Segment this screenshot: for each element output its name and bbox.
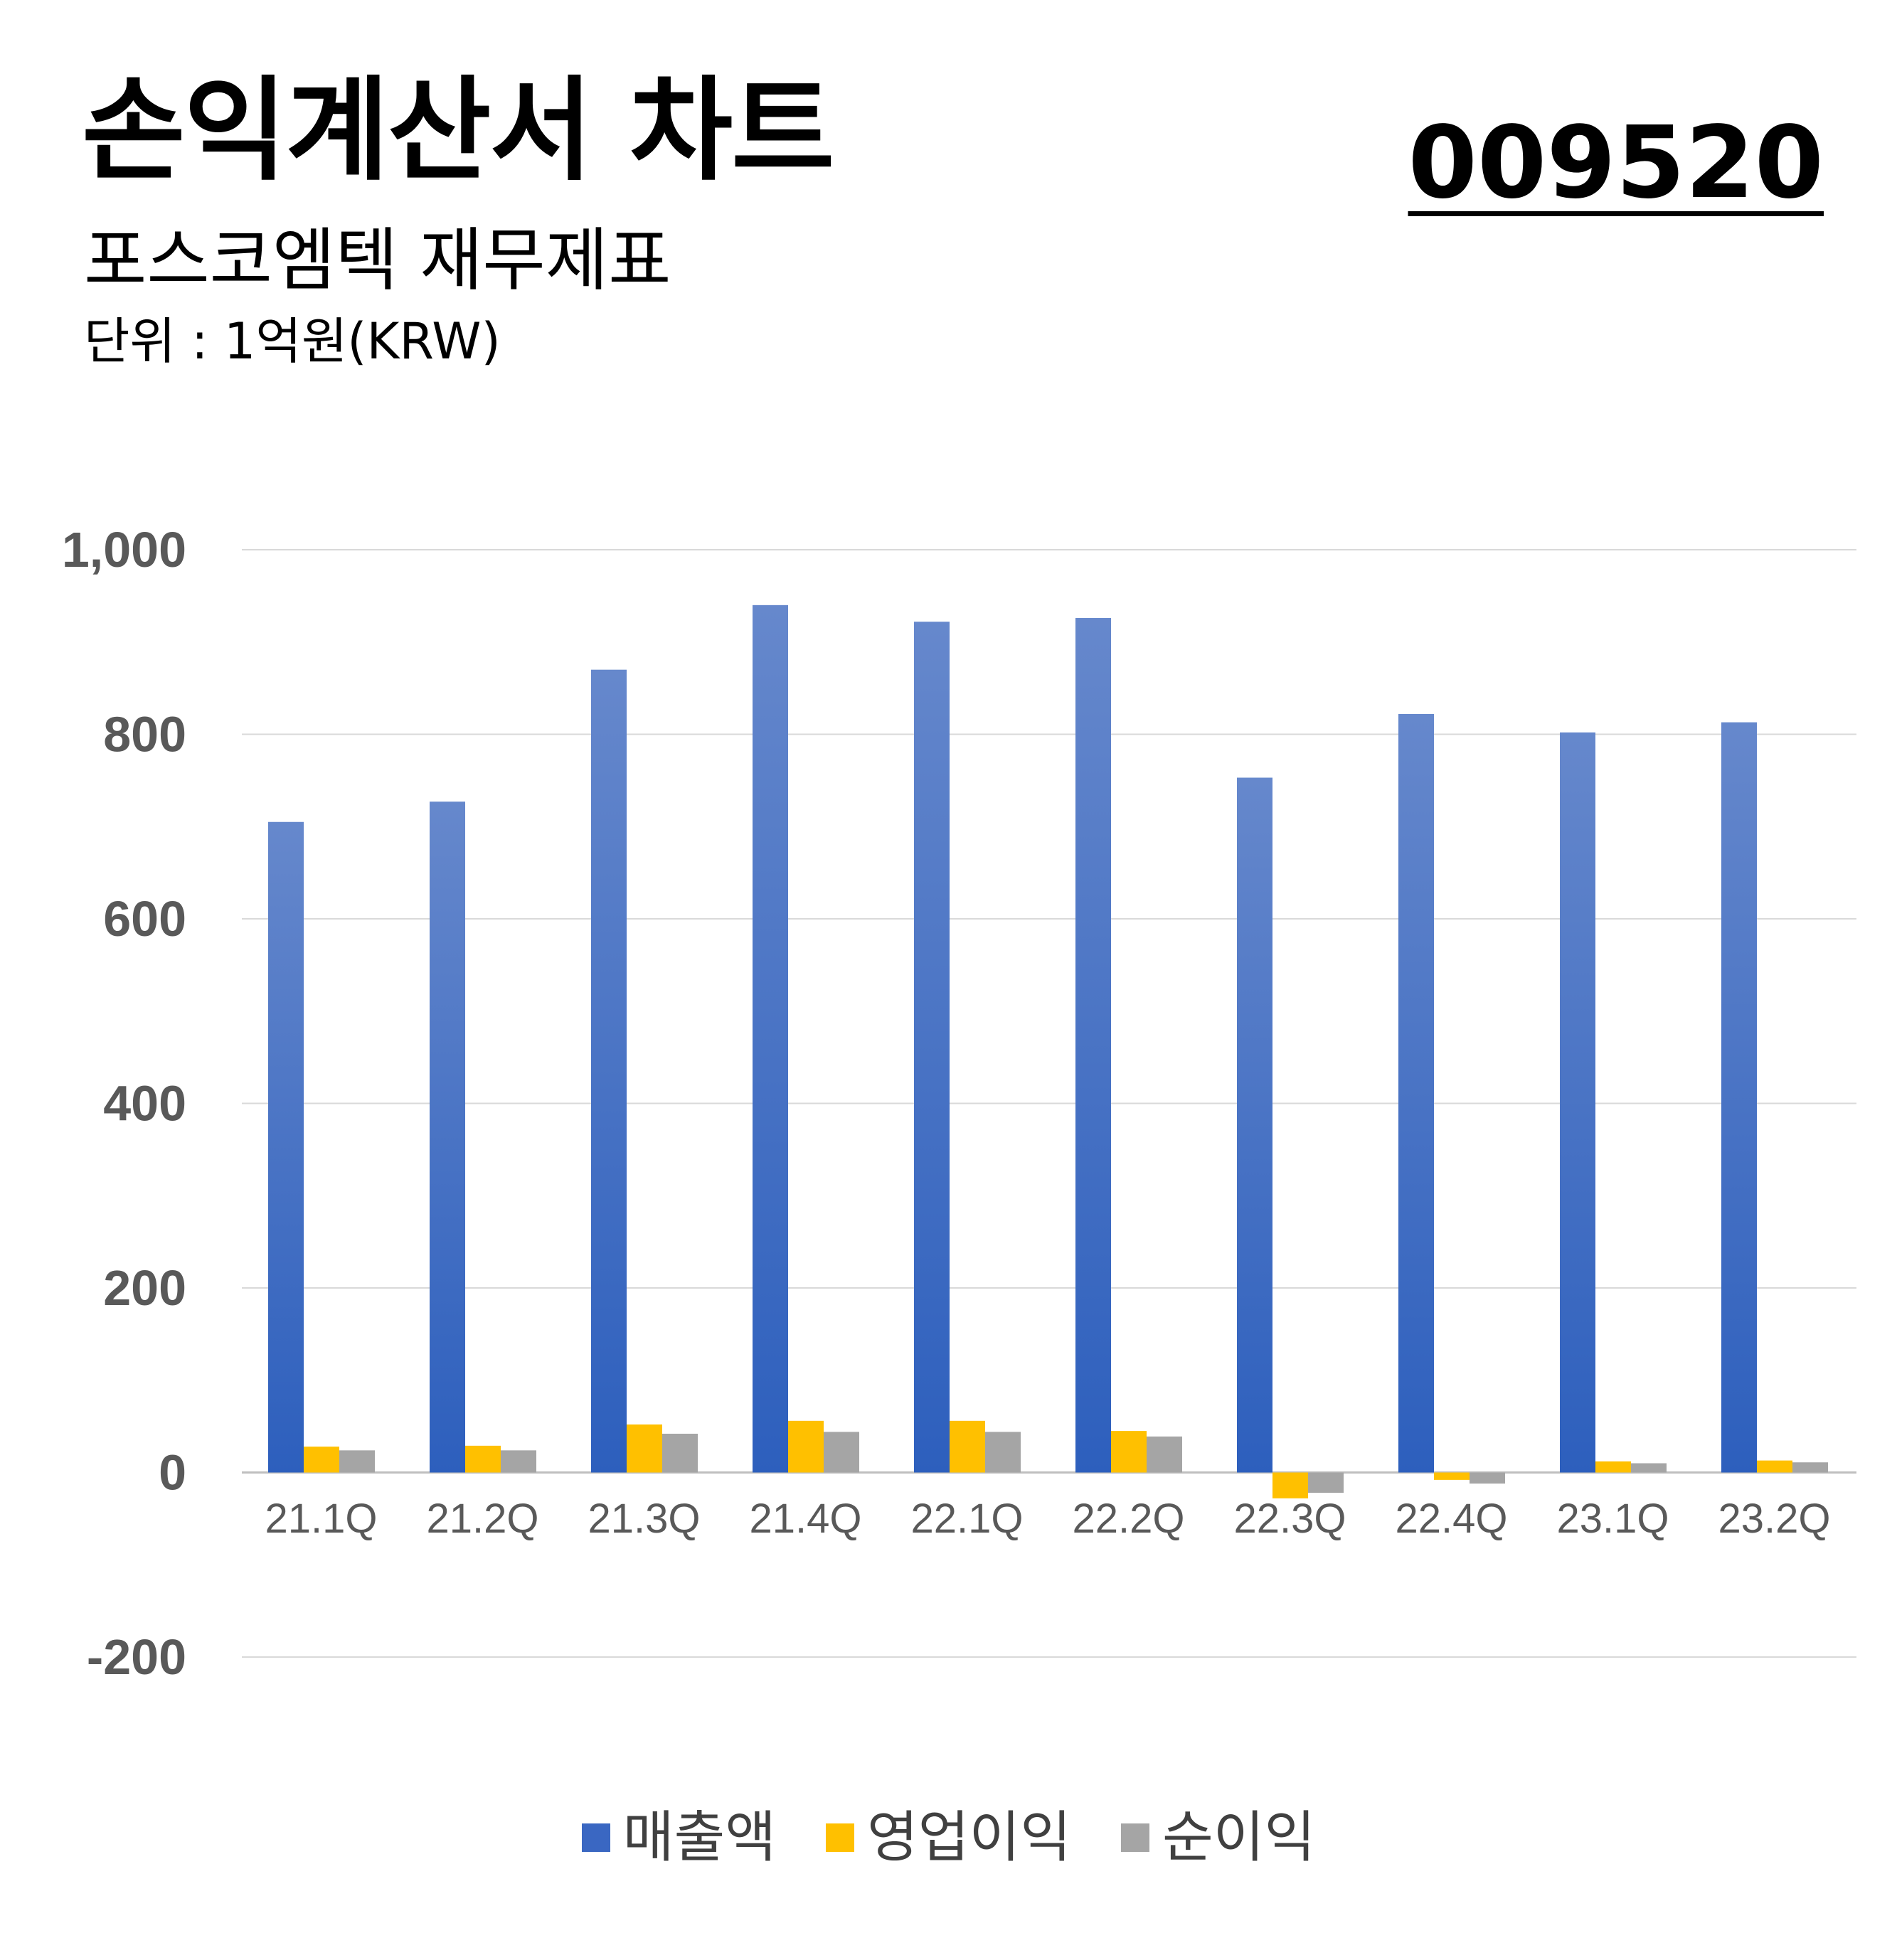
unit-label: 단위 : 1억원(KRW) [84, 312, 501, 371]
legend-item-net-income: 순이익 [1121, 1810, 1315, 1865]
bar-net-income [1792, 1462, 1828, 1473]
bars [268, 604, 1828, 1498]
legend-label-revenue: 매출액 [622, 1806, 776, 1870]
bar-operating-profit [465, 1445, 501, 1473]
bar-operating-profit [1434, 1472, 1470, 1480]
bar-net-income [662, 1434, 698, 1473]
y-tick-label: 1,000 [62, 522, 186, 577]
y-tick-label: 0 [159, 1445, 186, 1501]
bar-operating-profit [304, 1447, 339, 1473]
legend-swatch-revenue [581, 1823, 610, 1852]
bar-operating-profit [1111, 1431, 1147, 1473]
chart-subtitle: 포스코엠텍 재무제표 [84, 220, 671, 300]
stock-code: 009520 [1408, 105, 1824, 221]
bar-net-income [1631, 1463, 1667, 1473]
x-tick-label: 22.3Q [1234, 1496, 1346, 1542]
bar-revenue [430, 801, 465, 1473]
bar-revenue [1075, 618, 1111, 1473]
y-tick-label: 400 [103, 1076, 186, 1131]
bar-net-income [1308, 1472, 1344, 1493]
bar-net-income [501, 1450, 536, 1473]
y-tick-label: 200 [103, 1260, 186, 1316]
bar-operating-profit [627, 1424, 662, 1473]
bar-operating-profit [1272, 1472, 1308, 1498]
x-tick-label: 21.2Q [427, 1496, 539, 1542]
bar-revenue [268, 821, 304, 1473]
x-tick-label: 21.1Q [265, 1496, 378, 1542]
bar-revenue [1560, 732, 1595, 1473]
bar-net-income [339, 1450, 375, 1473]
legend-item-revenue: 매출액 [581, 1806, 776, 1870]
legend: 매출액 영업이익 순이익 [0, 1810, 1897, 1865]
x-tick-label: 21.4Q [750, 1496, 862, 1542]
bar-revenue [1237, 777, 1272, 1473]
bar-net-income [1470, 1472, 1505, 1484]
bar-revenue [1721, 722, 1757, 1473]
x-tick-label: 23.2Q [1718, 1496, 1831, 1542]
bar-operating-profit [1757, 1460, 1792, 1473]
bar-net-income [824, 1432, 859, 1473]
x-tick-label: 23.1Q [1557, 1496, 1669, 1542]
legend-label-operating-profit: 영업이익 [866, 1806, 1072, 1870]
y-tick-label: -200 [87, 1629, 186, 1685]
bar-revenue [591, 669, 627, 1473]
bar-revenue [753, 604, 788, 1473]
bar-net-income [1147, 1436, 1182, 1473]
bar-operating-profit [950, 1420, 985, 1473]
x-tick-label: 21.3Q [588, 1496, 701, 1542]
chart-title: 손익계산서 차트 [82, 65, 835, 196]
bar-revenue [914, 622, 950, 1473]
x-tick-label: 22.4Q [1396, 1496, 1508, 1542]
bar-revenue [1398, 713, 1434, 1473]
legend-swatch-operating-profit [825, 1823, 854, 1852]
legend-item-operating-profit: 영업이익 [825, 1806, 1072, 1870]
y-tick-label: 600 [103, 891, 186, 947]
x-tick-label: 22.1Q [911, 1496, 1024, 1542]
bar-operating-profit [1595, 1461, 1631, 1473]
bar-operating-profit [788, 1420, 824, 1473]
y-tick-label: 800 [103, 707, 186, 762]
legend-swatch-net-income [1121, 1823, 1150, 1852]
x-tick-label: 22.2Q [1073, 1496, 1185, 1542]
axis-labels: 1,000 800 600 400 200 0 -200 21.1Q 21.2Q 21.3Q 21.… [62, 522, 1831, 1685]
legend-label-net-income: 순이익 [1162, 1806, 1316, 1870]
bar-net-income [985, 1432, 1021, 1473]
gridlines [242, 549, 1856, 1658]
